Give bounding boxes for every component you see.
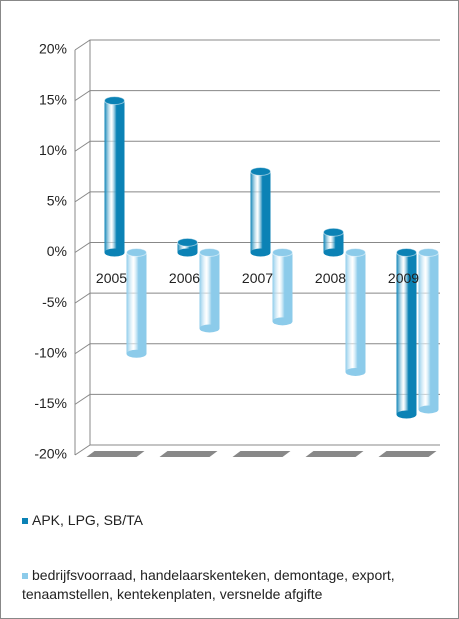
legend-label: APK, LPG, SB/TA (32, 512, 144, 528)
x-tick-label: 2009 (388, 270, 419, 286)
grid-line (74, 39, 440, 51)
bar (104, 100, 125, 253)
grid-line (74, 393, 440, 405)
bar-cap (323, 248, 344, 257)
bar-cap (104, 248, 125, 257)
bar-cap (272, 248, 293, 257)
bar-cap (396, 410, 417, 419)
legend-swatch (22, 518, 28, 525)
legend-swatch (22, 573, 28, 580)
floor-slab (232, 451, 291, 457)
bar-cap (323, 227, 344, 237)
grid-line (74, 292, 440, 304)
bar-cap (250, 167, 271, 176)
bar (418, 252, 439, 410)
floor-slab (378, 451, 437, 457)
x-tick-label: 2006 (169, 270, 200, 286)
bar-cap (199, 248, 220, 257)
bar (272, 252, 293, 322)
bar-cap (177, 237, 198, 247)
x-tick-label: 2008 (315, 270, 346, 286)
bar (177, 242, 198, 253)
legend-item: APK, LPG, SB/TA (22, 511, 442, 530)
floor-slab (86, 451, 145, 457)
grid-line (74, 191, 440, 203)
x-tick-label: 2007 (242, 270, 273, 286)
bar (323, 232, 344, 253)
legend-label: bedrijfsvoorraad, handelaarskenteken, de… (22, 567, 395, 602)
bar-cap (126, 248, 147, 257)
bar-cap (418, 248, 439, 257)
floor-slab (159, 451, 218, 457)
x-tick-label: 2005 (96, 270, 127, 286)
y-tick-label: 10% (39, 142, 67, 158)
y-tick-label: 5% (47, 193, 67, 209)
bar-cap (345, 248, 366, 257)
floor-slab (305, 451, 364, 457)
y-tick-label: -5% (42, 294, 67, 310)
bar-cap (272, 317, 293, 326)
grid-line (74, 90, 440, 102)
y-tick-label: 20% (39, 41, 67, 57)
y-tick-label: 0% (47, 243, 67, 259)
grid-line (74, 343, 440, 355)
bar-cap (345, 367, 366, 376)
bar-cap (396, 248, 417, 257)
bar-cap (418, 405, 439, 414)
y-tick-label: -20% (34, 446, 67, 462)
grid-line (74, 242, 440, 253)
legend-item: bedrijfsvoorraad, handelaarskenteken, de… (22, 566, 442, 604)
grid-line (74, 140, 440, 152)
bar (345, 252, 366, 372)
bar (126, 252, 147, 354)
bar (396, 252, 417, 415)
bar-cap (104, 96, 125, 106)
bar-cap (177, 248, 198, 257)
grid-line (74, 444, 440, 456)
bar (250, 171, 271, 253)
y-tick-label: 15% (39, 91, 67, 107)
y-tick-label: -15% (34, 395, 67, 411)
y-tick-label: -10% (34, 344, 67, 360)
bar-cap (250, 248, 271, 257)
bar-cap (199, 324, 220, 333)
bar (199, 252, 220, 329)
bar-cap (126, 349, 147, 358)
